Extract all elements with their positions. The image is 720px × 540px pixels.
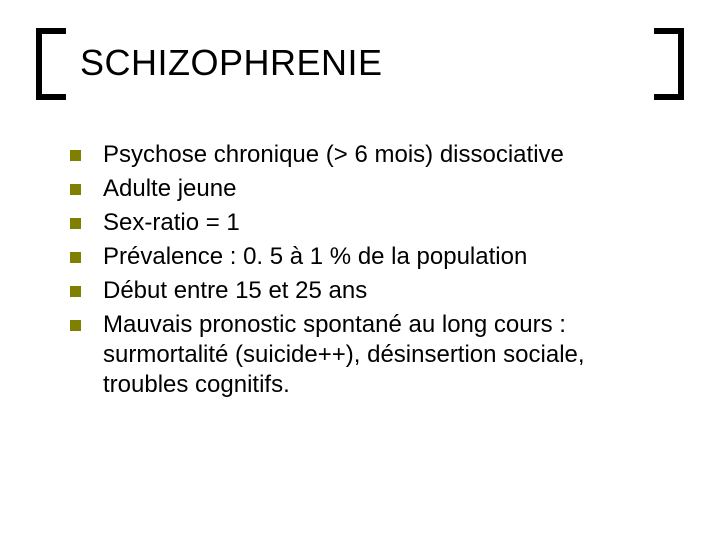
list-item: Psychose chronique (> 6 mois) dissociati…: [70, 140, 670, 170]
slide-title: SCHIZOPHRENIE: [80, 42, 383, 84]
square-bullet-icon: [70, 218, 81, 229]
list-item-text: Prévalence : 0. 5 à 1 % de la population: [103, 242, 527, 272]
list-item: Adulte jeune: [70, 174, 670, 204]
list-item-text: Psychose chronique (> 6 mois) dissociati…: [103, 140, 564, 170]
square-bullet-icon: [70, 252, 81, 263]
square-bullet-icon: [70, 150, 81, 161]
slide: SCHIZOPHRENIE Psychose chronique (> 6 mo…: [0, 0, 720, 540]
bullet-list: Psychose chronique (> 6 mois) dissociati…: [70, 140, 670, 404]
list-item: Prévalence : 0. 5 à 1 % de la population: [70, 242, 670, 272]
list-item-text: Mauvais pronostic spontané au long cours…: [103, 310, 670, 400]
list-item-text: Adulte jeune: [103, 174, 236, 204]
square-bullet-icon: [70, 320, 81, 331]
list-item-text: Début entre 15 et 25 ans: [103, 276, 367, 306]
bracket-right-icon: [654, 28, 684, 100]
title-area: SCHIZOPHRENIE: [36, 28, 684, 100]
list-item: Mauvais pronostic spontané au long cours…: [70, 310, 670, 400]
square-bullet-icon: [70, 184, 81, 195]
list-item-text: Sex-ratio = 1: [103, 208, 240, 238]
square-bullet-icon: [70, 286, 81, 297]
bracket-left-icon: [36, 28, 66, 100]
list-item: Début entre 15 et 25 ans: [70, 276, 670, 306]
list-item: Sex-ratio = 1: [70, 208, 670, 238]
